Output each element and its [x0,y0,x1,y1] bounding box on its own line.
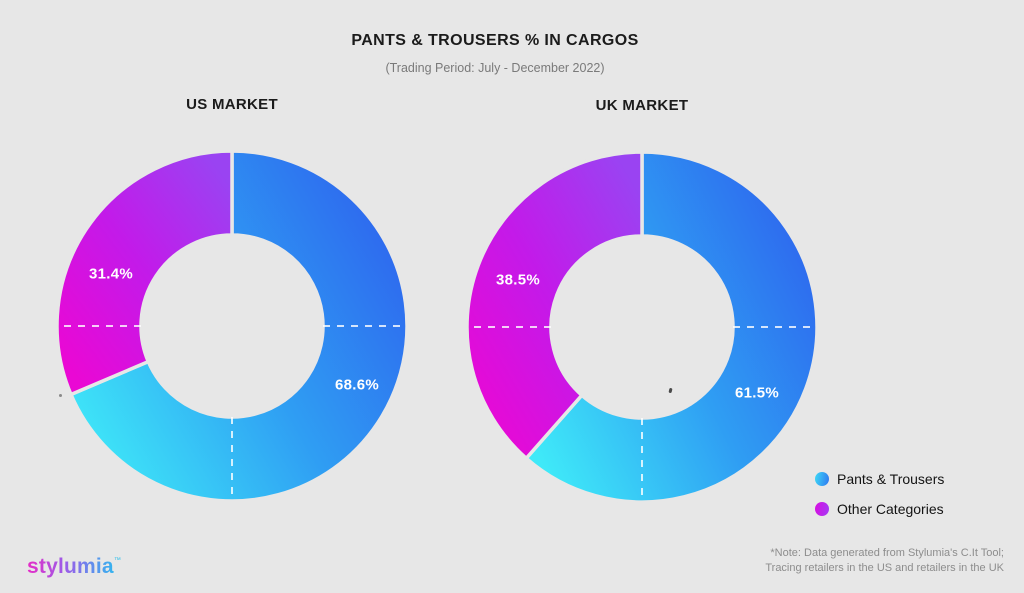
stylumia-logo: stylumia™ [27,556,121,577]
us-other-categories-value-label: 31.4% [88,265,134,283]
us-market-heading: US MARKET [186,96,278,113]
legend-item-other-categories: Other Categories [815,498,944,520]
page-title: PANTS & TROUSERS % IN CARGOS [351,32,639,49]
page-subtitle: (Trading Period: July - December 2022) [385,61,605,75]
legend-item-pants-trousers: Pants & Trousers [815,468,944,490]
footnote: *Note: Data generated from Stylumia's C.… [765,546,1004,576]
us-market-section: US MARKET 68.6% 31.4% [55,96,409,503]
uk-other-categories-value-label: 38.5% [495,271,541,289]
uk-pants-trousers-value-label: 61.5% [734,384,780,402]
header: PANTS & TROUSERS % IN CARGOS (Trading Pe… [0,32,990,75]
donut-slice-pants-trousers [523,150,819,504]
other-categories-swatch-icon [815,502,829,516]
uk-donut-svg [465,150,819,504]
stylumia-logo-text: stylumia [27,555,114,578]
uk-market-section: UK MARKET 61.5% 38.5% [465,97,819,504]
donut-slice-other-categories [465,150,644,461]
pants-trousers-swatch-icon [815,472,829,486]
footnote-line-2: Tracing retailers in the US and retailer… [765,562,1004,574]
legend: Pants & Trousers Other Categories [815,468,944,520]
trademark-icon: ™ [113,557,121,564]
us-market-donut-chart: 68.6% 31.4% [55,149,409,503]
legend-label-other-categories: Other Categories [837,501,944,517]
legend-label-pants-trousers: Pants & Trousers [837,471,945,487]
uk-market-donut-chart: 61.5% 38.5% [465,150,819,504]
us-pants-trousers-value-label: 68.6% [334,376,380,394]
donut-slice-other-categories [55,149,234,397]
footnote-line-1: *Note: Data generated from Stylumia's C.… [770,547,1004,559]
donut-slice-pants-trousers [68,149,409,503]
uk-market-heading: UK MARKET [595,97,689,114]
us-donut-svg [55,149,409,503]
stray-dot [59,394,62,397]
